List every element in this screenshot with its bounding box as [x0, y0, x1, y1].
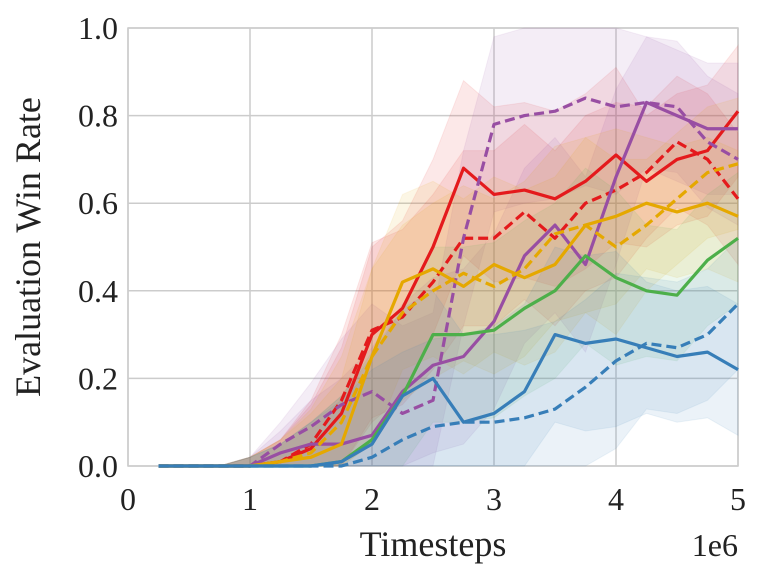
y-tick-label: 0.0: [78, 448, 118, 484]
x-tick-label: 2: [364, 481, 380, 517]
y-tick-label: 0.4: [78, 273, 118, 309]
x-axis-label: Timesteps: [360, 524, 507, 564]
y-tick-label: 0.2: [78, 360, 118, 396]
y-tick-label: 1.0: [78, 10, 118, 46]
x-tick-label: 3: [486, 481, 502, 517]
y-tick-label: 0.6: [78, 185, 118, 221]
series-line: [158, 96, 739, 468]
confidence-band: [158, 237, 739, 467]
x-offset-text: 1e6: [692, 527, 738, 563]
series-line: [158, 302, 740, 468]
x-tick-label: 5: [730, 481, 746, 517]
y-axis-label: Evaluation Win Rate: [8, 97, 48, 397]
x-tick-label: 4: [608, 481, 624, 517]
x-tick-label: 0: [120, 481, 136, 517]
y-tick-label: 0.8: [78, 98, 118, 134]
plot-frame: [127, 27, 739, 467]
x-tick-label: 1: [242, 481, 258, 517]
